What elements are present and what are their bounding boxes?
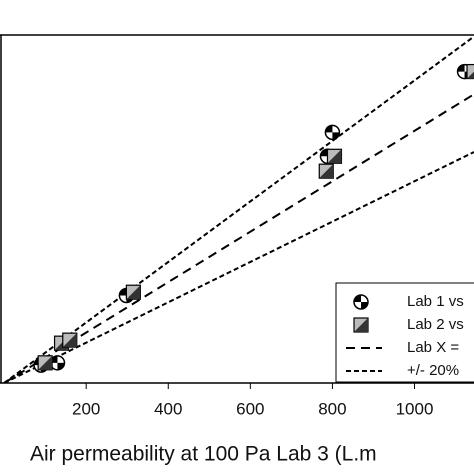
marker-fill: [319, 164, 334, 179]
marker-fill: [50, 355, 65, 370]
x-tick-label: 800: [318, 399, 346, 418]
reference-line: [3, 151, 474, 383]
data-point: [318, 163, 334, 179]
marker-body: [466, 63, 474, 80]
marker-fill: [38, 355, 53, 370]
marker-fill: [325, 125, 340, 140]
data-point: [37, 355, 53, 371]
x-tick-label: 600: [236, 399, 264, 418]
marker-fill: [126, 285, 141, 300]
data-point: [324, 124, 341, 141]
x-tick-label: 200: [72, 399, 100, 418]
reference-line: [3, 93, 474, 383]
marker-fill: [327, 149, 342, 164]
data-point: [466, 63, 474, 80]
legend-marker: [353, 317, 369, 333]
legend-marker: [353, 294, 369, 310]
data-point: [62, 332, 78, 348]
marker-fill: [354, 295, 368, 309]
marker-fill: [62, 333, 77, 348]
data-point: [326, 148, 343, 164]
reference-line: [3, 35, 474, 383]
data-point: [125, 284, 141, 300]
legend-label: Lab 1 vs: [407, 293, 464, 310]
legend-label: Lab 2 vs: [407, 316, 464, 333]
x-tick-label: 1000: [396, 399, 434, 418]
x-tick-label: 400: [154, 399, 182, 418]
x-axis-label: Air permeability at 100 Pa Lab 3 (L.m: [30, 443, 377, 466]
legend-label: Lab X =: [407, 339, 459, 356]
marker-fill: [354, 318, 368, 332]
legend-label: +/- 20%: [407, 362, 459, 379]
marker-fill: [467, 71, 474, 79]
